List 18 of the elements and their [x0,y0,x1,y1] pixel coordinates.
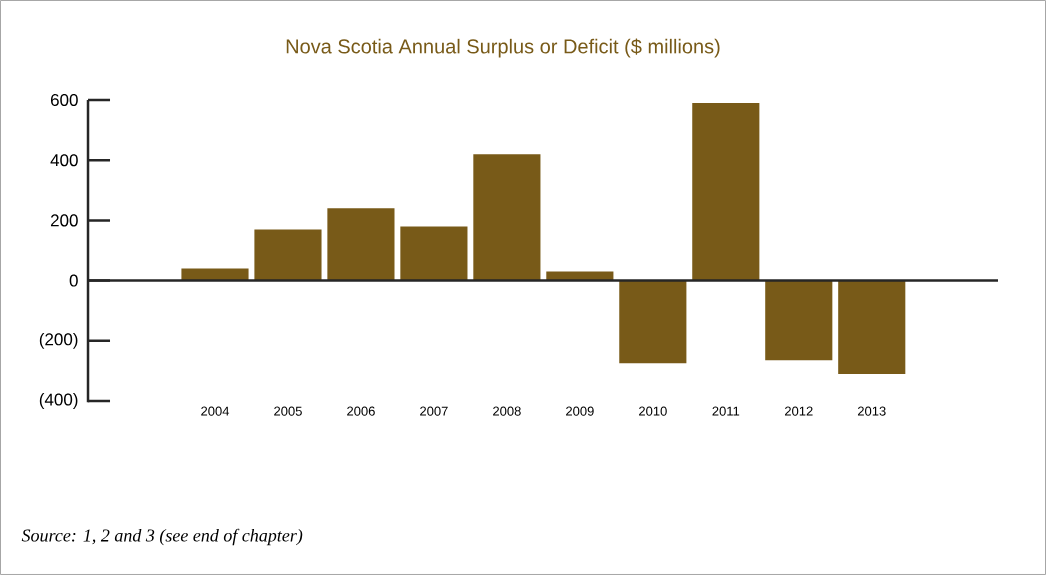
x-tick-label: 2013 [857,406,886,416]
x-tick-label: 2009 [566,406,594,416]
source-note: Source: 1, 2 and 3 (see end of chapter) [21,528,303,546]
chart-title: Nova Scotia Annual Surplus or Deficit ($ millions) [286,38,720,58]
x-tick-label: 2011 [712,406,740,416]
x-tick-label: 2004 [201,406,230,416]
y-tick-label: 0 [69,274,78,287]
x-tick-label: 2008 [493,406,521,416]
x-tick-label: 2007 [420,406,448,416]
x-tick-label: 2005 [274,406,302,416]
y-tick-label: (200) [39,332,78,349]
x-tick-label: 2012 [784,406,813,416]
y-tick-label: 200 [50,214,78,227]
y-tick-label: 400 [50,154,78,167]
y-tick-label: 600 [50,93,78,107]
x-tick-label: 2006 [347,406,375,416]
y-tick-label: (400) [39,393,78,409]
x-tick-label: 2010 [639,406,667,416]
